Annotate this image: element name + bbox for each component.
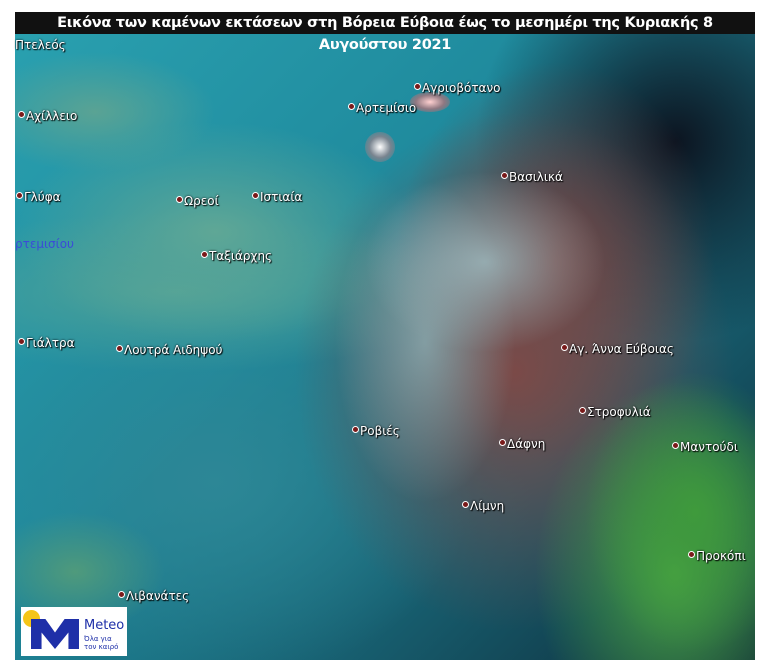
place-label: Αγριοβότανο [414,81,501,95]
meteo-logo: Meteo Όλα για τον καιρό [21,607,127,656]
place-label: Λιβανάτες [118,589,189,603]
place-marker-icon [501,172,508,179]
place-marker-icon [672,442,679,449]
place-marker-icon [348,103,355,110]
place-marker-icon [579,407,586,414]
place-marker-icon [176,196,183,203]
place-marker-icon [352,426,359,433]
place-label: Στροφυλιά [579,405,651,419]
place-marker-icon [18,338,25,345]
place-label: Λουτρά Αιδηψού [116,343,222,357]
place-marker-icon [414,83,421,90]
place-marker-icon [561,344,568,351]
place-marker-icon [252,192,259,199]
logo-tagline: Όλα για τον καιρό [84,635,119,651]
place-label: Αρτεμίσιο [348,101,416,115]
place-marker-icon [16,192,23,199]
place-marker-icon [499,439,506,446]
place-label: Προκόπι [688,549,746,563]
place-label: Αγ. Άννα Εύβοιας [561,342,674,356]
place-label: Βασιλικά [501,170,563,184]
place-label: Ροβιές [352,424,400,438]
place-label: Ωρεοί [176,194,219,208]
place-marker-icon [18,111,25,118]
place-label: Δάφνη [499,437,545,451]
smoke-cloud [365,132,395,162]
place-label: ρτεμισίου [15,237,74,251]
place-label: Αχίλλειο [18,109,77,123]
logo-brand: Meteo [84,618,125,633]
place-marker-icon [688,551,695,558]
m-logo-icon [31,619,79,649]
map-title: Εικόνα των καμένων εκτάσεων στη Βόρεια Ε… [15,12,755,53]
place-marker-icon [201,251,208,258]
place-marker-icon [118,591,125,598]
place-label: Πτελεός [15,38,66,52]
satellite-map[interactable] [15,12,755,660]
place-label: Λίμνη [462,499,504,513]
place-marker-icon [462,501,469,508]
place-label: Ταξιάρχης [201,249,272,263]
place-label: Μαντούδι [672,440,738,454]
active-fire-area [410,92,450,112]
place-label: Γιάλτρα [18,336,75,350]
place-label: Ιστιαία [252,190,302,204]
place-label: Γλύφα [16,190,61,204]
place-marker-icon [116,345,123,352]
